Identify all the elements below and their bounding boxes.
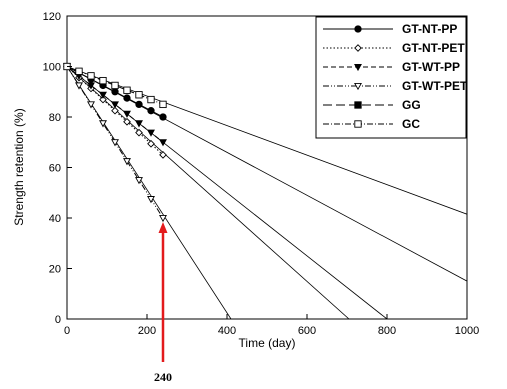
data-point-gt-nt-pp <box>123 94 131 102</box>
legend-label-gc: GC <box>402 117 420 131</box>
data-point-gt-wt-pp <box>111 101 119 109</box>
y-tick-label: 120 <box>43 11 61 23</box>
data-point-gt-wt-pet <box>135 177 143 185</box>
data-point-gc <box>123 86 131 94</box>
data-point-gc <box>147 95 155 104</box>
data-point-gt-nt-pet <box>99 95 107 104</box>
trend-line-gt-wt-pet <box>67 66 232 319</box>
legend-label-gt-nt-pp: GT-NT-PP <box>402 22 457 36</box>
legend-label-gt-nt-pet: GT-NT-PET <box>402 41 465 55</box>
legend-marker-gt-nt-pp <box>354 25 362 33</box>
data-point-gt-nt-pet <box>123 117 131 126</box>
y-tick-label: 60 <box>49 163 61 175</box>
data-point-gt-nt-pp <box>111 88 119 96</box>
data-point-gt-nt-pet <box>135 128 143 137</box>
x-tick-label: 0 <box>64 325 70 337</box>
data-point-gc <box>75 67 83 75</box>
y-tick-label: 100 <box>43 62 61 74</box>
annotation-arrow-head <box>158 222 168 233</box>
data-point-gc <box>87 72 95 80</box>
legend-label-gt-wt-pp: GT-WT-PP <box>402 60 460 74</box>
data-point-gt-wt-pp <box>147 129 155 137</box>
data-point-gt-wt-pet <box>159 214 167 223</box>
x-tick-label: 200 <box>138 325 156 337</box>
data-point-gt-nt-pp <box>135 100 143 109</box>
data-point-gt-wt-pet <box>111 139 119 147</box>
x-tick-label: 600 <box>298 325 316 337</box>
y-axis-title: Strength retention (%) <box>12 108 26 225</box>
x-axis-ticks: 0 200 400 600 800 1000 <box>64 314 479 337</box>
y-tick-label: 40 <box>49 213 61 225</box>
data-point-gt-wt-pet <box>123 158 131 166</box>
data-point-gt-nt-pet <box>111 106 119 115</box>
x-tick-label: 400 <box>218 325 236 337</box>
trend-line-gc <box>67 66 467 215</box>
legend-label-gg: GG <box>402 98 421 112</box>
x-tick-label: 1000 <box>455 325 479 337</box>
y-tick-label: 80 <box>49 112 61 124</box>
data-point-gc <box>111 81 119 90</box>
data-point-gt-wt-pet <box>75 82 83 90</box>
legend: GT-NT-PP GT-NT-PET GT-WT-PP GT-WT-PET GG GC <box>315 16 468 139</box>
legend-marker-gc <box>354 120 362 128</box>
data-point-gt-nt-pet <box>147 139 155 148</box>
annotation-label: 240 <box>154 370 172 384</box>
legend-label-gt-wt-pet: GT-WT-PET <box>402 79 468 93</box>
legend-marker-gg <box>354 101 362 109</box>
legend-box <box>315 16 467 139</box>
data-point-gt-wt-pp <box>99 91 107 99</box>
series-line-gt-wt-pp <box>66 66 164 143</box>
data-point-gt-wt-pp <box>87 82 95 90</box>
y-tick-label: 0 <box>55 314 61 326</box>
data-point-gc <box>135 91 143 99</box>
data-point-gt-nt-pp <box>147 107 155 115</box>
series-line-gt-nt-pet <box>66 66 164 156</box>
x-tick-label: 800 <box>378 325 396 337</box>
y-axis-ticks: 0 20 40 60 80 100 120 <box>43 11 72 326</box>
data-point-gt-nt-pp <box>159 113 167 121</box>
data-point-gt-wt-pet <box>87 101 95 109</box>
data-point-gt-wt-pet <box>147 196 155 204</box>
series-line-gc <box>66 66 164 105</box>
data-point-gt-wt-pp <box>123 110 131 118</box>
x-axis-title: Time (day) <box>239 336 296 350</box>
data-point-gt-wt-pp <box>159 139 167 147</box>
y-tick-label: 20 <box>49 264 61 276</box>
data-point-gc <box>159 100 167 109</box>
legend-marker-gt-wt-pet <box>354 82 362 91</box>
legend-marker-gt-nt-pet <box>354 44 362 52</box>
trend-line-gt-nt-pp <box>67 66 467 282</box>
data-point-gt-nt-pet <box>159 151 167 159</box>
legend-marker-gt-wt-pp <box>354 63 362 72</box>
data-point-gt-wt-pp <box>135 120 143 128</box>
annotation-240: 240 <box>154 222 172 384</box>
data-point-gc <box>99 76 107 85</box>
data-point-gt-wt-pet <box>99 120 107 128</box>
